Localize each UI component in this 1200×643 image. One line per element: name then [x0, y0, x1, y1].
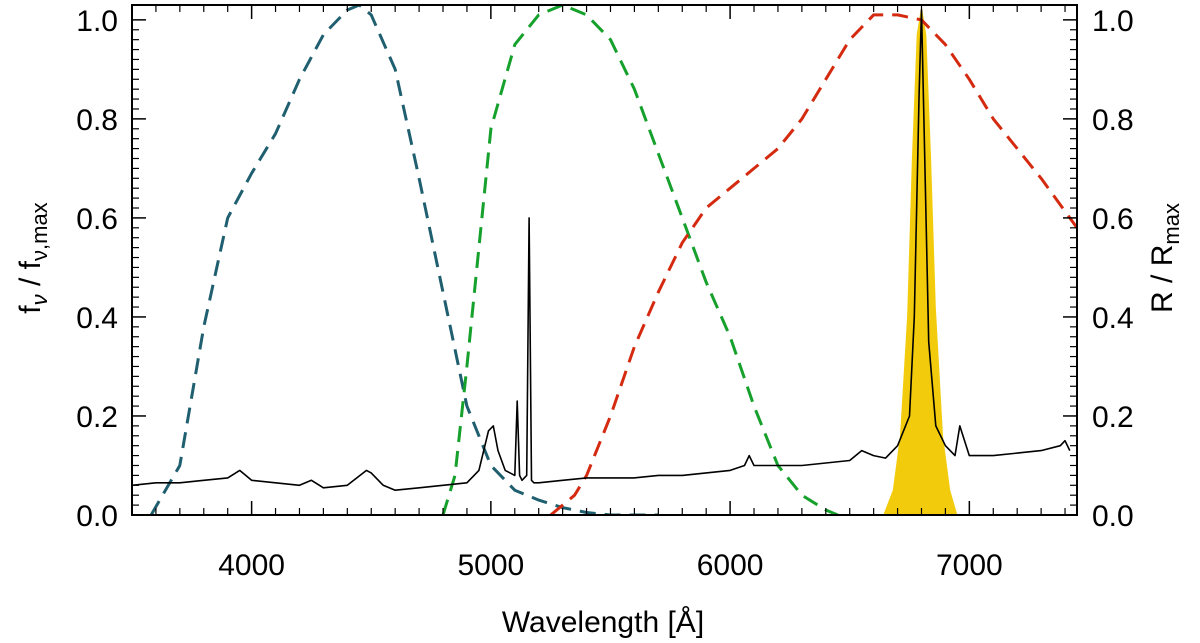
right-y-tick-label: 0.2: [1092, 401, 1134, 434]
left-y-label-sub1: ν: [27, 294, 52, 305]
left-y-tick-label: 0.2: [76, 401, 118, 434]
x-tick-label: 4000: [218, 549, 285, 582]
series-blue-filter-response: [149, 5, 659, 515]
left-y-label-mid: / f: [14, 260, 47, 294]
plot-frame: [131, 4, 1078, 516]
ticks-layer: 4000 5000 6000 7000 0.0 0.0 0.2 0.2 0.4 0.4 0.6 0.6…: [76, 5, 1133, 582]
series-red-filter-response: [549, 13, 1077, 515]
left-y-label-sub2: ν,max: [27, 202, 52, 261]
series-green-filter-response: [441, 5, 839, 515]
right-y-tick-label: 0.4: [1092, 302, 1134, 335]
right-y-label-main: R / R: [1146, 245, 1179, 313]
left-y-label-main: f: [14, 305, 47, 314]
right-y-axis-label: R / Rmax: [1146, 203, 1184, 313]
left-y-tick-label: 0.0: [76, 500, 118, 533]
series-layer: [132, 5, 1077, 515]
series-galaxy-spectrum: [132, 9, 1071, 492]
right-y-tick-label: 0.8: [1092, 104, 1134, 137]
right-y-tick-label: 0.6: [1092, 203, 1134, 236]
left-y-axis-label: fν / fν,max: [14, 202, 52, 313]
x-tick-label: 7000: [936, 549, 1003, 582]
series-narrowband-filter: [883, 5, 958, 515]
left-y-tick-label: 0.6: [76, 203, 118, 236]
right-y-label-sub: max: [1159, 203, 1184, 245]
x-tick-label: 5000: [457, 549, 524, 582]
x-tick-label: 6000: [697, 549, 764, 582]
right-y-tick-label: 0.0: [1092, 500, 1134, 533]
left-y-tick-label: 1.0: [76, 5, 118, 38]
left-y-tick-label: 0.4: [76, 302, 118, 335]
left-y-tick-label: 0.8: [76, 104, 118, 137]
right-y-tick-label: 1.0: [1092, 5, 1134, 38]
x-axis-label: Wavelength [Å]: [502, 606, 704, 639]
